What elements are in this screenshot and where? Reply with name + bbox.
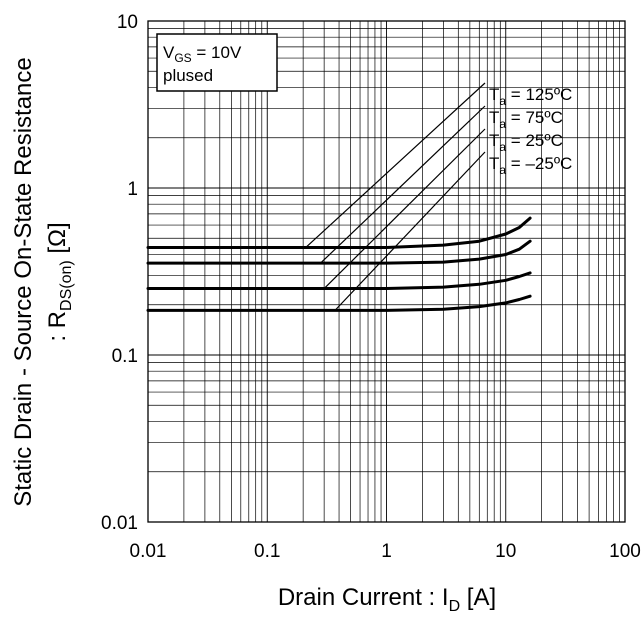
condition-vgs: VGS = 10V xyxy=(163,43,242,65)
y-tick-label: 0.1 xyxy=(112,346,138,367)
x-axis-label: Drain Current : ID [A] xyxy=(278,584,496,615)
leader-line xyxy=(334,151,486,311)
plot-border xyxy=(147,20,626,523)
y-tick-label: 10 xyxy=(117,12,138,33)
series-label: Ta = –25ºC xyxy=(489,154,572,177)
series-label: Ta = 75ºC xyxy=(489,108,563,131)
tick-labels: 0.01 0.1 1 10 100 0.01 0.1 1 10 xyxy=(101,12,641,562)
series-label: Ta = 25ºC xyxy=(489,131,563,154)
condition-pulsed: plused xyxy=(163,66,213,85)
x-tick-label: 1 xyxy=(381,541,392,562)
x-tick-label: 100 xyxy=(609,541,641,562)
x-tick-label: 0.1 xyxy=(254,541,280,562)
condition-box: VGS = 10V plused xyxy=(156,33,278,92)
series-line xyxy=(146,294,532,312)
series-line xyxy=(146,216,532,249)
y-tick-label: 0.01 xyxy=(101,513,138,534)
leader-line xyxy=(305,82,486,248)
y-axis-label-line2: : RDS(on) [Ω] xyxy=(44,222,75,341)
series-group xyxy=(146,216,532,312)
leader-lines xyxy=(305,82,486,311)
y-axis-label-line1: Static Drain - Source On-State Resistanc… xyxy=(10,57,37,507)
y-axis-label: Static Drain - Source On-State Resistanc… xyxy=(10,57,75,507)
plot-frame xyxy=(147,20,626,523)
x-tick-label: 0.01 xyxy=(130,541,167,562)
series-line xyxy=(146,239,532,265)
leader-line xyxy=(323,128,486,289)
y-tick-label: 1 xyxy=(127,179,138,200)
x-tick-label: 10 xyxy=(495,541,516,562)
leader-line xyxy=(320,105,486,264)
series-line xyxy=(146,271,532,290)
series-label: Ta = 125ºC xyxy=(489,85,572,108)
